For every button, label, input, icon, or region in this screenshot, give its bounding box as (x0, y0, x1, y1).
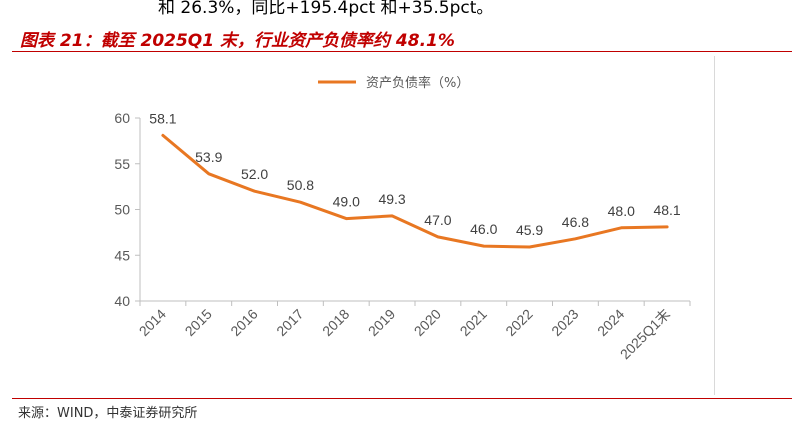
y-tick-label: 55 (114, 156, 130, 172)
source-note: 来源：WIND，中泰证券研究所 (18, 406, 198, 421)
x-tick-label: 2014 (136, 306, 169, 339)
y-tick-label: 45 (114, 247, 130, 263)
x-tick-label: 2018 (319, 306, 352, 339)
x-tick-label: 2019 (365, 306, 398, 339)
source-divider (12, 398, 792, 399)
data-label: 47.0 (424, 212, 451, 228)
chart-right-border (714, 56, 715, 395)
data-label: 49.0 (333, 194, 360, 210)
x-tick-label: 2024 (594, 306, 627, 339)
y-tick-label: 40 (114, 293, 130, 309)
data-label: 45.9 (516, 222, 543, 238)
data-label: 53.9 (195, 149, 222, 165)
legend-label: 资产负债率（%） (366, 75, 469, 91)
data-label: 48.0 (608, 203, 635, 219)
data-label: 46.8 (562, 214, 589, 230)
series-line-debt-ratio (161, 133, 669, 249)
figure-title: 图表 21：截至 2025Q1 末，行业资产负债率约 48.1% (20, 31, 455, 51)
chart-data-labels: 58.1 53.9 52.0 50.8 49.0 49.3 47.0 46.0 45.9 46.8… (149, 110, 681, 238)
chart-legend: 资产负债率（%） (318, 75, 469, 91)
cutoff-body-text: 和 26.3%，同比+195.4pct 和+35.5pct。 (158, 0, 494, 18)
data-label: 50.8 (287, 177, 314, 193)
title-divider (12, 51, 792, 52)
x-tick-label: 2020 (411, 306, 444, 339)
y-tick-label: 50 (114, 202, 130, 218)
x-tick-label: 2025Q1末 (617, 306, 673, 362)
x-tick-label: 2021 (457, 306, 490, 339)
x-tick-label: 2022 (502, 306, 535, 339)
data-label: 58.1 (149, 110, 176, 126)
x-tick-label: 2017 (273, 306, 306, 339)
data-label: 49.3 (378, 191, 405, 207)
data-label: 48.1 (653, 202, 680, 218)
chart-series (161, 133, 669, 249)
x-tick-label: 2023 (548, 306, 581, 339)
data-label: 46.0 (470, 221, 497, 237)
data-label: 52.0 (241, 166, 268, 182)
y-tick-label: 60 (114, 110, 130, 126)
x-tick-label: 2015 (182, 306, 215, 339)
x-tick-label: 2016 (227, 306, 260, 339)
